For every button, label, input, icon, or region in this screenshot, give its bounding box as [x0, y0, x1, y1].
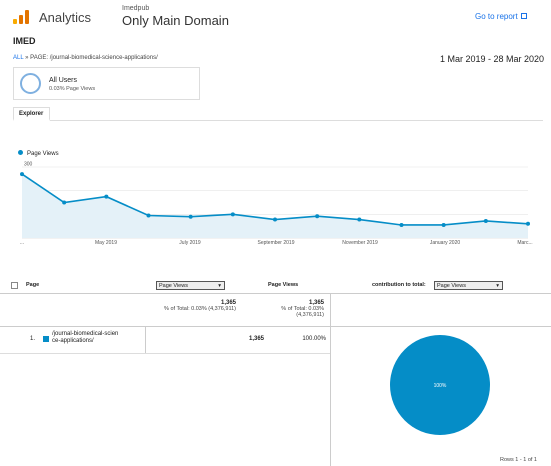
data-point — [146, 213, 151, 218]
legend-dot-icon — [18, 150, 23, 155]
segment-card[interactable]: All Users 0.03% Page Views — [13, 67, 200, 100]
breadcrumb: ALL » PAGE: /journal-biomedical-science-… — [13, 55, 158, 61]
data-point — [526, 221, 530, 226]
pie-slice — [390, 335, 490, 435]
contribution-metric-value: Page Views — [437, 283, 466, 289]
top-bar: Analytics Imedpub Only Main Domain Go to… — [0, 0, 551, 30]
x-tick-label: May 2019 — [95, 240, 117, 246]
segment-detail: 0.03% Page Views — [49, 86, 96, 92]
tab-explorer[interactable]: Explorer — [13, 107, 50, 121]
x-tick-label: January 2020 — [430, 240, 461, 246]
contribution-label: contribution to total: — [372, 282, 426, 288]
data-point — [273, 217, 277, 222]
breadcrumb-separator: » — [25, 55, 29, 61]
data-point — [230, 212, 235, 217]
contribution-metric-select[interactable]: Page Views ▾ — [434, 281, 503, 290]
row-page-line2: ce-applications/ — [52, 338, 94, 344]
total-percent-2: % of Total: 0.03% — [281, 306, 324, 312]
tab-divider — [13, 120, 543, 121]
rows-info: Rows 1 - 1 of 1 — [500, 457, 537, 463]
total-value-2: 1,365 — [308, 300, 324, 306]
row-number: 1. — [30, 336, 36, 342]
segment-circle-icon — [20, 73, 41, 94]
col-header-page[interactable]: Page — [26, 282, 40, 288]
row-color-swatch — [43, 336, 49, 342]
data-point — [62, 200, 67, 205]
totals-row: 1,365 % of Total: 0.03% (4,376,911) 1,36… — [0, 293, 551, 327]
date-range-picker[interactable]: 1 Mar 2019 - 28 Mar 2020 — [440, 54, 545, 64]
column-divider — [330, 293, 331, 466]
app-name: Analytics — [39, 10, 92, 25]
breadcrumb-path: PAGE: /journal-biomedical-science-applic… — [30, 55, 158, 61]
data-point — [357, 217, 362, 222]
x-tick-label: ... — [20, 240, 24, 246]
col-header-page-views[interactable]: Page Views — [268, 282, 299, 288]
contribution-pie-chart: 100% — [390, 335, 490, 435]
row-percent: 100.00% — [302, 336, 326, 342]
data-point — [441, 222, 446, 227]
table-header: Page Page Views ▾ Page Views contribution… — [0, 279, 551, 293]
series-area — [22, 174, 528, 238]
row-page-link[interactable]: /journal-biomedical-scien ce-application… — [52, 331, 142, 345]
x-tick-label: November 2019 — [342, 240, 378, 246]
go-to-report-link[interactable]: Go to report — [475, 12, 527, 21]
total-value: 1,365 — [220, 300, 236, 306]
account-name[interactable]: Imedpub — [122, 5, 150, 12]
dropdown-arrow-icon: ▾ — [218, 283, 221, 289]
x-tick-label: September 2019 — [258, 240, 295, 246]
total-contribution: 1,365 % of Total: 0.03% (4,376,911) — [240, 300, 324, 318]
total-percent: % of Total: 0.03% (4,376,911) — [164, 306, 236, 312]
pie-slice-label: 100% — [434, 383, 447, 389]
table-row[interactable]: 1. /journal-biomedical-scien ce-applicat… — [0, 327, 330, 354]
data-point — [399, 222, 404, 227]
x-tick-label: July 2019 — [179, 240, 201, 246]
data-point — [483, 218, 488, 223]
row-page-line1: /journal-biomedical-scien — [52, 331, 119, 337]
analytics-logo-icon — [13, 10, 29, 24]
segment-name: All Users — [49, 77, 78, 84]
primary-metric-select[interactable]: Page Views ▾ — [156, 281, 225, 290]
property-name[interactable]: Only Main Domain — [122, 13, 229, 28]
data-point — [188, 214, 193, 219]
legend-series-name: Page Views — [27, 151, 59, 157]
data-point — [104, 194, 109, 199]
row-page-views: 1,365 — [248, 336, 264, 342]
breadcrumb-all-link[interactable]: ALL — [13, 55, 24, 61]
y-tick-label: 300 — [24, 162, 33, 168]
x-tick-label: Marc... — [517, 240, 532, 246]
dropdown-arrow-icon: ▾ — [496, 283, 499, 289]
data-point — [315, 214, 320, 219]
chart-legend[interactable]: Page Views — [18, 150, 59, 157]
select-all-checkbox[interactable] — [11, 282, 18, 289]
total-overall-2: (4,376,911) — [296, 312, 324, 318]
primary-metric-value: Page Views — [159, 283, 188, 289]
external-link-icon — [520, 13, 527, 19]
total-page-views: 1,365 % of Total: 0.03% (4,376,911) — [140, 300, 236, 312]
column-divider — [145, 327, 146, 354]
data-point — [20, 172, 24, 177]
view-title: IMED — [13, 36, 36, 46]
